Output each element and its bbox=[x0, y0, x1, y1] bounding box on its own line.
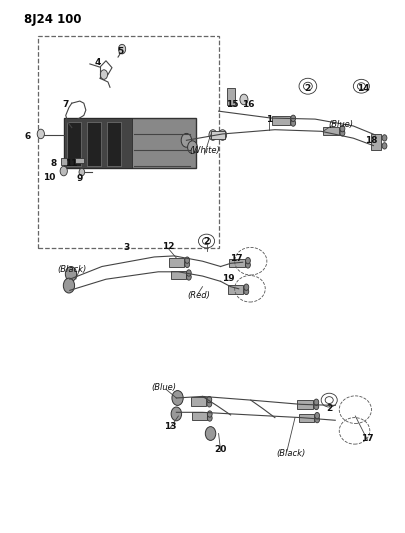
Circle shape bbox=[118, 44, 126, 54]
Text: 7: 7 bbox=[62, 100, 69, 109]
Bar bbox=[169, 258, 184, 266]
Circle shape bbox=[209, 130, 217, 140]
Text: 5: 5 bbox=[117, 47, 123, 56]
Circle shape bbox=[207, 397, 212, 403]
Circle shape bbox=[245, 262, 250, 268]
Circle shape bbox=[63, 278, 75, 293]
Circle shape bbox=[207, 411, 212, 417]
Text: 14: 14 bbox=[357, 84, 370, 93]
Bar bbox=[297, 400, 313, 409]
Circle shape bbox=[185, 261, 190, 268]
Circle shape bbox=[219, 130, 227, 140]
Circle shape bbox=[205, 426, 216, 440]
Bar bbox=[38, 36, 219, 248]
Text: 2: 2 bbox=[304, 84, 310, 93]
Text: 3: 3 bbox=[123, 244, 129, 253]
Circle shape bbox=[315, 416, 320, 423]
Bar bbox=[228, 88, 235, 106]
Text: 12: 12 bbox=[162, 242, 175, 251]
Text: (Black): (Black) bbox=[57, 265, 86, 273]
Circle shape bbox=[181, 133, 192, 147]
Circle shape bbox=[60, 166, 67, 176]
Circle shape bbox=[207, 401, 212, 407]
Circle shape bbox=[291, 120, 296, 126]
Circle shape bbox=[207, 415, 212, 421]
Circle shape bbox=[244, 284, 249, 290]
Text: (Red): (Red) bbox=[187, 291, 210, 300]
Bar bbox=[192, 412, 207, 420]
Circle shape bbox=[245, 257, 250, 264]
Circle shape bbox=[100, 70, 108, 79]
Text: 20: 20 bbox=[214, 445, 227, 454]
Bar bbox=[60, 158, 67, 165]
Text: 18: 18 bbox=[365, 136, 378, 145]
Bar bbox=[272, 116, 290, 125]
Circle shape bbox=[340, 130, 345, 136]
Text: 8J24 100: 8J24 100 bbox=[23, 13, 81, 26]
Text: 15: 15 bbox=[226, 100, 239, 109]
Text: (Blue): (Blue) bbox=[152, 383, 177, 392]
Circle shape bbox=[240, 94, 248, 105]
Text: 17: 17 bbox=[230, 254, 243, 263]
Bar bbox=[64, 118, 196, 168]
Circle shape bbox=[291, 115, 296, 122]
Circle shape bbox=[79, 168, 85, 176]
Bar bbox=[171, 271, 185, 279]
Circle shape bbox=[314, 403, 319, 410]
Circle shape bbox=[244, 288, 249, 295]
Bar bbox=[323, 126, 339, 135]
Bar bbox=[211, 131, 225, 139]
Text: (Blue): (Blue) bbox=[329, 120, 354, 129]
Bar bbox=[75, 158, 84, 163]
Circle shape bbox=[188, 141, 197, 154]
Circle shape bbox=[382, 143, 387, 149]
Text: (Black): (Black) bbox=[276, 449, 306, 458]
Bar bbox=[87, 122, 101, 166]
Text: 10: 10 bbox=[43, 173, 56, 182]
Text: 9: 9 bbox=[77, 174, 83, 183]
Circle shape bbox=[172, 391, 183, 406]
Bar bbox=[191, 398, 206, 406]
Text: 1: 1 bbox=[266, 115, 272, 124]
Bar bbox=[64, 118, 132, 168]
Text: 17: 17 bbox=[361, 434, 374, 443]
Text: 19: 19 bbox=[222, 273, 235, 282]
Text: 6: 6 bbox=[24, 132, 31, 141]
Circle shape bbox=[171, 407, 181, 421]
Bar bbox=[371, 134, 381, 150]
Circle shape bbox=[65, 266, 77, 281]
Circle shape bbox=[314, 399, 319, 406]
Bar bbox=[107, 122, 121, 166]
Circle shape bbox=[340, 125, 345, 132]
Text: 8: 8 bbox=[51, 159, 57, 167]
Text: 2: 2 bbox=[326, 404, 333, 413]
Text: 2: 2 bbox=[203, 237, 210, 246]
Bar bbox=[66, 122, 81, 166]
Text: (White): (White) bbox=[189, 147, 220, 156]
Bar bbox=[229, 259, 245, 267]
Circle shape bbox=[315, 413, 320, 419]
Text: 11: 11 bbox=[66, 159, 78, 167]
Bar bbox=[298, 414, 314, 422]
Bar bbox=[228, 285, 243, 294]
Circle shape bbox=[186, 274, 191, 280]
Text: 4: 4 bbox=[95, 58, 101, 67]
Text: 16: 16 bbox=[243, 100, 255, 109]
Circle shape bbox=[382, 135, 387, 141]
Circle shape bbox=[186, 270, 191, 276]
Circle shape bbox=[185, 257, 190, 263]
Circle shape bbox=[37, 129, 45, 139]
Text: 13: 13 bbox=[164, 422, 177, 431]
